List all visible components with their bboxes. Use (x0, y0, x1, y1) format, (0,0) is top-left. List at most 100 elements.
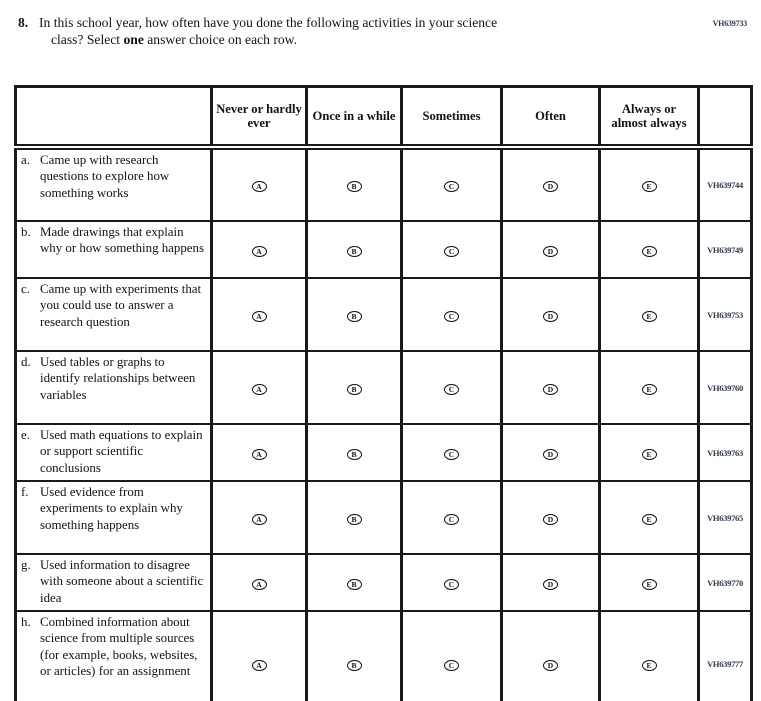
activity-text: Used math equations to explain or suppor… (40, 428, 203, 475)
question-text: In this school year, how often have you … (39, 15, 721, 49)
header-stem-cell (14, 85, 213, 150)
answer-bubble-a[interactable]: A (251, 245, 267, 257)
row-code: VH639753 (697, 277, 753, 352)
choice-cell-once-in-a-while: B (305, 553, 403, 612)
answer-bubble-b[interactable]: B (346, 245, 362, 257)
header-row: Never or hardly ever Once in a while Som… (14, 85, 753, 150)
header-once-in-a-while: Once in a while (305, 85, 403, 150)
choice-cell-sometimes: C (400, 480, 503, 555)
choice-cell-sometimes: C (400, 146, 503, 222)
answer-bubble-d[interactable]: D (543, 310, 558, 322)
row-letter: d. (21, 355, 31, 369)
answer-bubble-a[interactable]: A (251, 578, 267, 590)
answer-bubble-c[interactable]: C (444, 383, 459, 395)
answer-bubble-c[interactable]: C (444, 448, 459, 460)
row-letter: f. (21, 485, 29, 499)
activity-text: Came up with research questions to explo… (40, 153, 170, 200)
answer-bubble-c[interactable]: C (444, 659, 459, 671)
answer-bubble-e[interactable]: E (641, 383, 657, 395)
activity-stem-cell: c. Came up with experiments that you cou… (14, 277, 213, 352)
choice-cell-always: E (598, 480, 700, 555)
answer-bubble-c[interactable]: C (444, 513, 459, 525)
choice-cell-always: E (598, 277, 700, 352)
row-letter: g. (21, 558, 31, 572)
question-bold-word: one (123, 31, 144, 47)
answer-bubble-d[interactable]: D (543, 181, 558, 192)
answer-bubble-d[interactable]: D (543, 578, 558, 590)
row-code: VH639763 (697, 423, 753, 482)
header-always: Always or almost always (598, 85, 700, 150)
choice-cell-sometimes: C (400, 350, 503, 425)
answer-bubble-e[interactable]: E (641, 578, 657, 590)
question-line-1: In this school year, how often have you … (39, 15, 498, 30)
answer-bubble-c[interactable]: C (444, 310, 459, 322)
answer-bubble-b[interactable]: B (346, 448, 362, 460)
row-code: VH639744 (697, 146, 753, 222)
answer-bubble-e[interactable]: E (641, 513, 657, 525)
row-code: VH639770 (697, 553, 753, 612)
choice-cell-never: A (210, 480, 308, 555)
answer-bubble-b[interactable]: B (346, 513, 362, 525)
answer-bubble-a[interactable]: A (251, 181, 267, 192)
choice-cell-never: A (210, 146, 308, 222)
activity-stem-cell: e. Used math equations to explain or sup… (14, 423, 213, 482)
answer-bubble-e[interactable]: E (641, 245, 657, 257)
choice-cell-always: E (598, 146, 700, 222)
choice-cell-often: D (500, 146, 601, 222)
choice-cell-often: D (500, 220, 601, 279)
activity-stem-cell: b. Made drawings that explain why or how… (14, 220, 213, 279)
answer-bubble-b[interactable]: B (346, 181, 362, 192)
choice-cell-sometimes: C (400, 553, 503, 612)
answer-bubble-d[interactable]: D (543, 245, 558, 257)
choice-cell-often: D (500, 553, 601, 612)
choice-cell-sometimes: C (400, 423, 503, 482)
table-row: d. Used tables or graphs to identify rel… (14, 350, 753, 425)
table-row: b. Made drawings that explain why or how… (14, 220, 753, 279)
choice-cell-often: D (500, 423, 601, 482)
answer-bubble-e[interactable]: E (641, 448, 657, 460)
answer-bubble-a[interactable]: A (251, 659, 267, 671)
answer-bubble-b[interactable]: B (346, 578, 362, 590)
question-number: 8. (18, 15, 29, 30)
choice-cell-once-in-a-while: B (305, 277, 403, 352)
answer-bubble-a[interactable]: A (251, 513, 267, 525)
answer-bubble-c[interactable]: C (444, 578, 459, 590)
row-code: VH639760 (697, 350, 753, 425)
choice-cell-sometimes: C (400, 277, 503, 352)
answer-bubble-a[interactable]: A (251, 383, 267, 395)
table-row: e. Used math equations to explain or sup… (14, 423, 753, 482)
table-row: c. Came up with experiments that you cou… (14, 277, 753, 352)
choice-cell-always: E (598, 350, 700, 425)
choice-cell-often: D (500, 350, 601, 425)
table-row: f. Used evidence from experiments to exp… (14, 480, 753, 555)
answer-bubble-b[interactable]: B (346, 310, 362, 322)
answer-bubble-e[interactable]: E (641, 310, 657, 322)
activity-stem-cell: g. Used information to disagree with som… (14, 553, 213, 612)
table-body: a. Came up with research questions to ex… (14, 146, 753, 701)
answer-bubble-e[interactable]: E (641, 181, 657, 192)
choice-cell-once-in-a-while: B (305, 146, 403, 222)
activity-stem-cell: a. Came up with research questions to ex… (14, 146, 213, 222)
answer-bubble-d[interactable]: D (543, 659, 558, 671)
answer-bubble-d[interactable]: D (543, 383, 558, 395)
header-never: Never or hardly ever (210, 85, 308, 150)
answer-bubble-d[interactable]: D (543, 513, 558, 525)
row-letter: h. (21, 615, 31, 629)
activity-text: Used information to disagree with someon… (40, 558, 204, 605)
answer-bubble-b[interactable]: B (346, 383, 362, 395)
answer-bubble-a[interactable]: A (251, 310, 267, 322)
answer-bubble-c[interactable]: C (444, 181, 459, 192)
row-code: VH639765 (697, 480, 753, 555)
answer-bubble-c[interactable]: C (444, 245, 459, 257)
answer-bubble-e[interactable]: E (641, 659, 657, 671)
choice-cell-never: A (210, 350, 308, 425)
choice-cell-once-in-a-while: B (305, 610, 403, 701)
answer-bubble-d[interactable]: D (543, 448, 558, 460)
question-block: 8. In this school year, how often have y… (18, 15, 721, 49)
answer-bubble-a[interactable]: A (251, 448, 267, 460)
choice-cell-once-in-a-while: B (305, 423, 403, 482)
answer-bubble-b[interactable]: B (346, 659, 362, 671)
choice-cell-never: A (210, 277, 308, 352)
activity-stem-cell: d. Used tables or graphs to identify rel… (14, 350, 213, 425)
choice-cell-always: E (598, 220, 700, 279)
